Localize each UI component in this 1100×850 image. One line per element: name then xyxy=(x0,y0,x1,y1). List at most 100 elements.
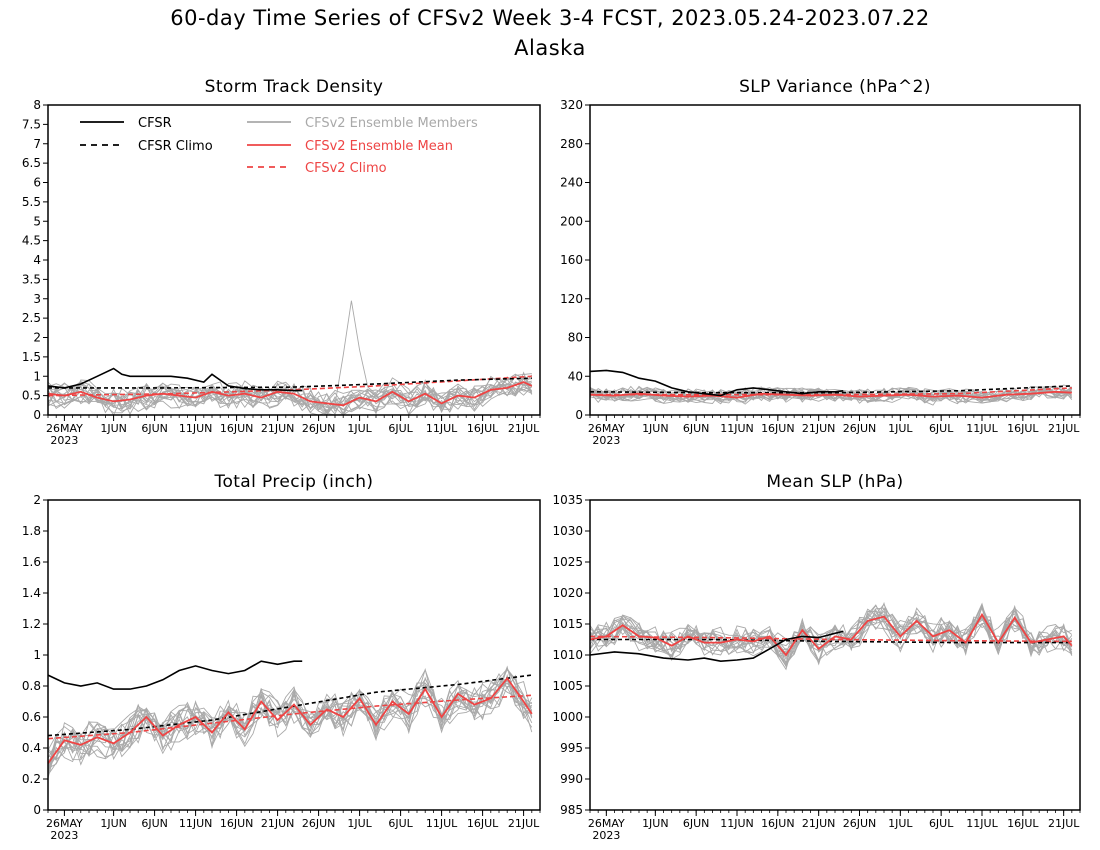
x-tick-label: 11JUN xyxy=(179,817,213,830)
ensemble-member-line xyxy=(47,678,533,769)
y-tick-label: 1.5 xyxy=(22,350,41,364)
legend-cfsr-climo-label: CFSR Climo xyxy=(138,139,213,154)
y-tick-label: 5 xyxy=(33,214,41,228)
ensemble-mean-line xyxy=(589,390,1072,399)
x-tick-label: 21JUL xyxy=(1048,817,1080,830)
y-tick-label: 280 xyxy=(560,137,583,151)
x-tick-label: 11JUN xyxy=(179,422,213,435)
y-tick-label: 1005 xyxy=(552,679,583,693)
y-tick-label: 1010 xyxy=(552,648,583,662)
y-tick-label: 2 xyxy=(33,493,41,507)
x-tick-label: 26MAY xyxy=(588,422,625,435)
y-tick-label: 1.4 xyxy=(22,586,41,600)
x-tick-label: 1JUN xyxy=(100,422,127,435)
x-tick-label: 6JUL xyxy=(929,817,954,830)
x-tick-label: 1JUN xyxy=(100,817,127,830)
x-tick-label: 1JUL xyxy=(888,817,913,830)
chart-title: Total Precip (inch) xyxy=(214,472,374,492)
x-tick-label: 16JUN xyxy=(220,817,254,830)
x-tick-label: 16JUN xyxy=(220,422,254,435)
ensemble-member-line xyxy=(47,685,533,772)
cfsr-climo-line xyxy=(48,377,532,389)
page-subtitle: Alaska xyxy=(514,36,586,60)
y-tick-label: 4 xyxy=(33,253,41,267)
y-tick-label: 0.4 xyxy=(22,741,41,755)
x-tick-label: 16JUN xyxy=(761,817,795,830)
x-tick-label: 6JUN xyxy=(683,817,710,830)
y-tick-label: 200 xyxy=(560,214,583,228)
x-tick-label: 21JUL xyxy=(1048,422,1080,435)
y-tick-label: 1015 xyxy=(552,617,583,631)
y-tick-label: 1000 xyxy=(552,710,583,724)
y-tick-label: 6.5 xyxy=(22,156,41,170)
x-tick-sublabel: 2023 xyxy=(50,829,78,842)
x-tick-label: 16JUL xyxy=(1007,422,1039,435)
x-tick-label: 6JUL xyxy=(388,817,413,830)
ensemble-mean-line xyxy=(47,676,533,765)
cfsr-line xyxy=(47,660,303,690)
cfsv2-climo-line xyxy=(589,635,1072,643)
x-tick-label: 11JUN xyxy=(720,817,754,830)
x-tick-label: 6JUN xyxy=(141,817,168,830)
x-tick-label: 16JUN xyxy=(761,422,795,435)
y-tick-label: 240 xyxy=(560,176,583,190)
y-tick-label: 0 xyxy=(575,408,583,422)
x-tick-label: 1JUN xyxy=(642,817,669,830)
cfsr-climo-line xyxy=(590,638,1072,644)
ensemble-member-line xyxy=(47,673,533,761)
y-tick-label: 995 xyxy=(560,741,583,755)
cfsr-line xyxy=(589,369,844,397)
y-tick-label: 985 xyxy=(560,803,583,817)
y-tick-label: 40 xyxy=(568,369,583,383)
plot-frame xyxy=(47,104,541,416)
x-tick-label: 21JUL xyxy=(508,422,540,435)
x-tick-label: 21JUN xyxy=(261,817,295,830)
y-tick-label: 120 xyxy=(560,292,583,306)
y-tick-label: 3.5 xyxy=(22,272,41,286)
x-tick-label: 11JUL xyxy=(426,422,458,435)
legend-climo-label: CFSv2 Climo xyxy=(305,161,387,176)
y-tick-label: 2.5 xyxy=(22,311,41,325)
y-tick-label: 0.2 xyxy=(22,772,41,786)
x-tick-label: 6JUL xyxy=(929,422,954,435)
x-tick-label: 16JUL xyxy=(1007,817,1039,830)
y-tick-label: 1030 xyxy=(552,524,583,538)
y-tick-label: 320 xyxy=(560,98,583,112)
x-tick-label: 26JUN xyxy=(302,422,336,435)
x-tick-label: 11JUL xyxy=(426,817,458,830)
ensemble-member-line xyxy=(589,606,1073,671)
y-tick-label: 990 xyxy=(560,772,583,786)
x-tick-label: 1JUN xyxy=(642,422,669,435)
y-tick-label: 1035 xyxy=(552,493,583,507)
ensemble-mean-line xyxy=(589,612,1073,657)
y-tick-label: 1 xyxy=(33,369,41,383)
x-tick-label: 11JUL xyxy=(966,817,998,830)
cfsr-line xyxy=(589,630,844,663)
x-tick-sublabel: 2023 xyxy=(592,829,620,842)
cfsr-climo-line xyxy=(589,385,1072,394)
legend-cfsr-label: CFSR xyxy=(138,116,172,131)
cfsr-climo-line xyxy=(47,674,532,737)
x-tick-label: 6JUL xyxy=(388,422,413,435)
x-tick-label: 21JUL xyxy=(508,817,540,830)
chart-panel-2: SLP Variance (hPa^2) 0 40 80 120 160 200 240 280… xyxy=(560,77,1081,447)
ensemble-member-line xyxy=(589,386,1072,402)
x-tick-label: 6JUN xyxy=(683,422,710,435)
y-tick-label: 1025 xyxy=(552,555,583,569)
chart-panel-4: Mean SLP (hPa) 985 990 995 1000 1005 1010 1015 1… xyxy=(552,472,1081,842)
plot-frame xyxy=(589,499,1081,811)
x-tick-label: 26JUN xyxy=(843,422,877,435)
ensemble-member-line xyxy=(47,667,533,762)
x-tick-label: 26JUN xyxy=(843,817,877,830)
y-tick-label: 7.5 xyxy=(22,117,41,131)
y-tick-label: 1 xyxy=(33,648,41,662)
plot-frame xyxy=(47,499,541,811)
y-tick-label: 80 xyxy=(568,331,583,345)
x-tick-label: 11JUL xyxy=(966,422,998,435)
ensemble-member-line xyxy=(589,387,1073,403)
y-tick-label: 4.5 xyxy=(22,234,41,248)
y-tick-label: 0.8 xyxy=(22,679,41,693)
y-tick-label: 1.6 xyxy=(22,555,41,569)
chart-title: Mean SLP (hPa) xyxy=(766,472,903,492)
y-tick-label: 160 xyxy=(560,253,583,267)
